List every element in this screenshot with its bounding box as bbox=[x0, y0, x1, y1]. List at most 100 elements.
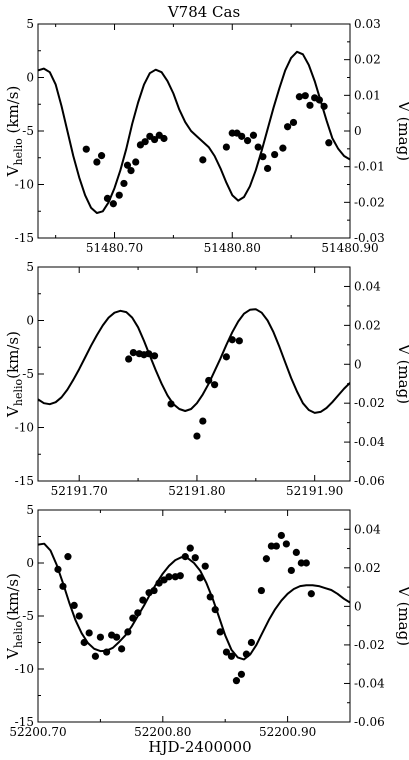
plot-frame bbox=[37, 266, 351, 482]
y2-tick-label: 0.02 bbox=[354, 318, 381, 332]
velocity-point bbox=[176, 572, 184, 580]
y2-tick-label: 0.04 bbox=[354, 522, 381, 536]
y-axis-title-main: V bbox=[4, 647, 22, 660]
velocity-point bbox=[282, 540, 290, 548]
velocity-point bbox=[325, 139, 333, 147]
x-tick-label: 52191.80 bbox=[168, 484, 225, 498]
y2-tick-label: -0.02 bbox=[354, 638, 385, 652]
y-tick-label: -10 bbox=[15, 662, 34, 676]
velocity-point bbox=[211, 381, 219, 389]
y-tick-label: -15 bbox=[15, 715, 34, 729]
y-tick-label: 5 bbox=[26, 260, 34, 274]
y2-tick-label: 0 bbox=[354, 357, 362, 371]
y2-tick-label: -0.04 bbox=[354, 435, 385, 449]
velocity-point bbox=[222, 353, 230, 361]
velocity-point bbox=[75, 612, 83, 620]
y2-axis-title: V (mag) bbox=[395, 585, 409, 646]
velocity-point bbox=[82, 145, 90, 153]
velocity-point bbox=[64, 553, 72, 561]
photometry-curve bbox=[38, 50, 350, 214]
velocity-point bbox=[267, 542, 275, 550]
velocity-point bbox=[289, 118, 298, 127]
x-tick-label: 51480.70 bbox=[86, 241, 143, 255]
y2-tick-label: 0.02 bbox=[354, 53, 381, 67]
velocity-point bbox=[165, 573, 173, 581]
y-axis-title-subscript: helio bbox=[12, 138, 25, 166]
velocity-point bbox=[186, 544, 194, 552]
y-tick-label: -10 bbox=[15, 421, 34, 435]
y-axis-title: Vhelio(km/s) bbox=[4, 573, 25, 660]
x-tick-label: 52191.90 bbox=[286, 484, 343, 498]
velocity-point bbox=[118, 645, 126, 653]
velocity-point bbox=[93, 158, 101, 166]
x-tick-label: 52200.90 bbox=[259, 725, 316, 739]
velocity-point bbox=[263, 164, 272, 173]
figure-title: V784 Cas bbox=[167, 3, 240, 21]
figure-x-axis-title: HJD-2400000 bbox=[148, 738, 251, 756]
y2-tick-label: -0.03 bbox=[354, 231, 385, 245]
velocity-point bbox=[232, 677, 241, 685]
y2-tick-label: 0.02 bbox=[354, 561, 381, 575]
velocity-point bbox=[97, 152, 106, 160]
velocity-point bbox=[271, 150, 279, 159]
velocity-point bbox=[129, 349, 137, 357]
y-axis-title-main: V bbox=[4, 405, 22, 418]
velocity-point bbox=[222, 648, 231, 656]
velocity-point bbox=[191, 554, 199, 562]
velocity-point bbox=[132, 158, 140, 166]
y-tick-label: 5 bbox=[26, 503, 34, 517]
y-axis-title-subscript: helio bbox=[12, 620, 25, 648]
y2-axis-title: V (mag) bbox=[395, 343, 409, 404]
velocity-point bbox=[301, 92, 309, 100]
velocity-point bbox=[150, 135, 159, 144]
y2-tick-label: -0.02 bbox=[354, 396, 385, 410]
panel-top: 51480.70 51480.80 51480.90 -15 -10 -5 0 5 -0.03 -… bbox=[4, 17, 409, 255]
x-tick-label: 51480.90 bbox=[321, 241, 378, 255]
y-axis-title-unit: (km/s) bbox=[4, 573, 22, 621]
velocity-point bbox=[254, 143, 262, 151]
y2-tick-label: -0.01 bbox=[354, 160, 385, 174]
plot-frame bbox=[37, 509, 351, 723]
velocity-point bbox=[287, 566, 295, 575]
velocity-point bbox=[123, 161, 132, 169]
y2-tick-label: -0.06 bbox=[354, 474, 385, 488]
y-tick-label: -10 bbox=[15, 178, 34, 192]
velocity-point bbox=[262, 555, 270, 563]
y2-tick-label: 0.03 bbox=[354, 17, 381, 31]
y-tick-label: -5 bbox=[22, 367, 34, 381]
x-tick-label: 52200.80 bbox=[134, 725, 191, 739]
velocity-point bbox=[292, 548, 300, 557]
velocity-point bbox=[120, 179, 128, 188]
panel-bottom: 52200.70 52200.80 52200.90 -15 -10 -5 0 5 -0.06 -… bbox=[4, 503, 409, 739]
velocity-point bbox=[249, 131, 258, 139]
x-tick-label: 51480.80 bbox=[204, 241, 261, 255]
velocity-point bbox=[216, 628, 224, 636]
velocity-point bbox=[306, 101, 314, 109]
y-axis-title-unit: (km/s) bbox=[4, 86, 22, 139]
velocity-point bbox=[109, 200, 117, 208]
velocity-point bbox=[125, 355, 133, 363]
velocity-point bbox=[237, 670, 246, 678]
velocity-point bbox=[91, 652, 100, 660]
y-axis-title-subscript: helio bbox=[12, 378, 25, 406]
y-tick-label: -5 bbox=[22, 124, 34, 138]
velocity-point bbox=[96, 633, 104, 641]
y-axis-title: Vhelio (km/s) bbox=[4, 86, 25, 178]
y2-tick-label: -0.02 bbox=[354, 195, 385, 209]
velocity-point bbox=[295, 93, 303, 101]
velocity-point bbox=[113, 633, 121, 641]
velocity-point bbox=[243, 137, 252, 145]
velocity-point bbox=[222, 143, 230, 151]
velocity-point bbox=[85, 629, 93, 637]
photometry-curve bbox=[38, 308, 350, 414]
velocity-point bbox=[199, 417, 207, 425]
y-tick-label: -5 bbox=[22, 609, 34, 623]
y-tick-label: 0 bbox=[26, 71, 34, 85]
y-axis-title-unit: (km/s) bbox=[4, 331, 22, 379]
velocity-point bbox=[277, 531, 285, 540]
velocity-point bbox=[115, 191, 123, 199]
y2-tick-label: -0.06 bbox=[354, 715, 385, 729]
y2-axis-title: V (mag) bbox=[395, 100, 409, 161]
y-axis-title: Vhelio(km/s) bbox=[4, 331, 25, 418]
